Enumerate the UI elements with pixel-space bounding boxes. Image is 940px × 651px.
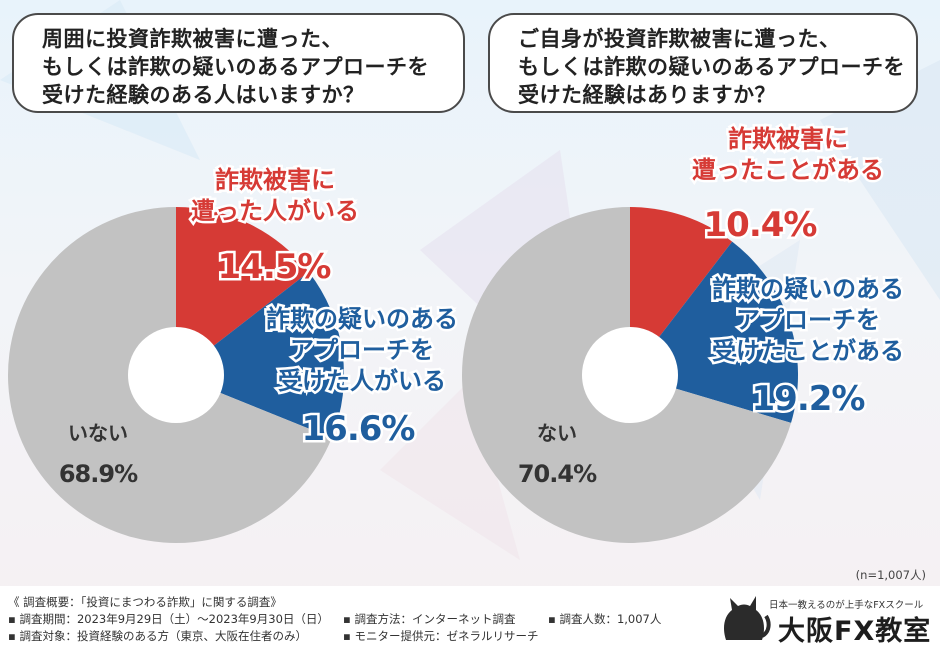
slice-value: 16.6%	[302, 409, 415, 449]
survey-period: ▪ 調査期間：2023年9月29日（土）～2023年9月30日（日）	[8, 612, 329, 626]
slice-label: 遭ったことがある	[692, 156, 884, 184]
question-line: 周囲に投資詐欺被害に遭った、	[42, 27, 343, 51]
slice-label: アプローチを	[290, 336, 434, 364]
slice-label: 詐欺の疑いのある	[266, 305, 458, 333]
cat-logo-icon	[724, 596, 771, 640]
pie-center-hole	[582, 327, 678, 423]
survey-count: ▪ 調査人数：1,007人	[548, 612, 662, 626]
survey-method: ▪ 調査方法：インターネット調査	[343, 612, 516, 626]
slice-label: 受けた人がいる	[278, 367, 446, 395]
question-line: 受けた経験のある人はいますか？	[42, 83, 365, 107]
slice-label: 詐欺被害に	[728, 125, 848, 153]
pie-slice	[176, 272, 344, 438]
slice-label: ない	[537, 421, 577, 445]
question-line: 受けた経験はありますか？	[518, 83, 776, 107]
question-line: もしくは詐欺の疑いのあるアプローチを	[518, 55, 905, 79]
logo-tagline: 日本一教えるのが上手なFXスクール	[769, 600, 924, 611]
logo-name: 大阪FX教室	[778, 616, 932, 647]
survey-target: ▪ 調査対象：投資経験のある方（東京、大阪在住者のみ）	[8, 629, 307, 643]
question-box-left: 周囲に投資詐欺被害に遭った、 もしくは詐欺の疑いのあるアプローチを 受けた経験の…	[12, 13, 465, 113]
pie-charts: 詐欺被害に遭った人がいる14.5%詐欺の疑いのあるアプローチを受けた人がいる16…	[8, 125, 904, 543]
survey-overview: 《 調査概要：「投資にまつわる詐欺」に関する調査》	[8, 595, 282, 609]
question-line: もしくは詐欺の疑いのあるアプローチを	[42, 55, 429, 79]
question-box-right: ご自身が投資詐欺被害に遭った、 もしくは詐欺の疑いのあるアプローチを 受けた経験…	[488, 13, 918, 113]
slice-label: 受けたことがある	[712, 337, 904, 365]
sample-size-label: (n=1,007人)	[855, 568, 926, 582]
survey-footer: 《 調査概要：「投資にまつわる詐欺」に関する調査》 ▪ 調査期間：2023年9月…	[0, 586, 940, 651]
pie-slice	[176, 207, 309, 375]
pie-slice	[630, 207, 733, 375]
slice-value: 19.2%	[752, 379, 865, 419]
slice-label: 詐欺の疑いのある	[712, 275, 904, 303]
slice-value: 70.4%	[518, 460, 597, 488]
slice-label: 遭った人がいる	[191, 197, 359, 225]
survey-provider: ▪ モニター提供元：ゼネラルリサーチ	[343, 629, 539, 643]
slice-label: 詐欺被害に	[215, 166, 335, 194]
slice-label: アプローチを	[736, 306, 880, 334]
slice-value: 68.9%	[59, 460, 138, 488]
slice-label: いない	[68, 421, 128, 445]
pie-center-hole	[128, 327, 224, 423]
question-line: ご自身が投資詐欺被害に遭った、	[518, 27, 841, 51]
slice-value: 14.5%	[218, 247, 331, 287]
slice-value: 10.4%	[704, 205, 817, 245]
